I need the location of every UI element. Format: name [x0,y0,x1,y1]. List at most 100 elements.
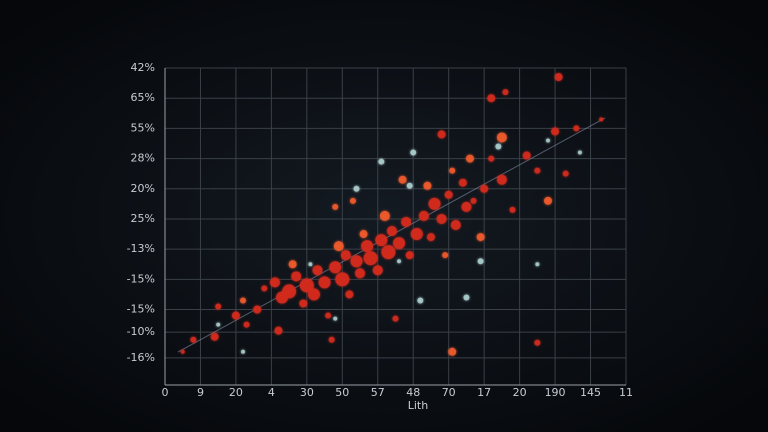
point [509,206,516,213]
point [253,305,262,314]
x-tick-label: 20 [513,386,527,399]
point [215,303,222,310]
x-tick-label: 190 [545,386,566,399]
point [534,339,541,346]
point [274,326,283,335]
grid [164,67,627,385]
y-tick-label: -13% [127,242,155,255]
point [307,288,320,301]
points [180,73,604,356]
point [436,213,447,224]
y-tick-label: -15% [127,303,155,316]
point [551,127,560,136]
x-tick-label: 9 [197,386,204,399]
point [442,252,449,259]
x-tick-label: 11 [619,386,633,399]
point [405,251,414,260]
point [463,294,470,301]
point [401,216,412,227]
point [418,210,429,221]
point [450,219,461,230]
x-tick-label: 17 [477,386,491,399]
point [417,297,424,304]
point [240,297,247,304]
point [480,184,489,193]
x-tick-label: 48 [406,386,420,399]
point [502,89,509,96]
point [496,132,507,143]
point [210,332,219,341]
y-tick-label: -10% [127,325,155,338]
point [398,175,407,184]
point [340,250,351,261]
y-tick-label: 20% [131,182,155,195]
point [312,265,323,276]
y-tick-label: 65% [131,91,155,104]
point [444,190,453,199]
point [350,255,363,268]
point [449,167,456,174]
point [291,271,302,282]
x-tick-label: 0 [162,386,169,399]
point [335,272,350,287]
point [496,174,507,185]
y-tick-label: -16% [127,351,155,364]
point [332,203,339,210]
point [437,130,446,139]
x-tick-label: 4 [268,386,275,399]
point [318,276,331,289]
point [477,258,484,265]
point [487,94,496,103]
point [381,245,396,260]
point [345,290,354,299]
y-tick-label: 42% [131,61,155,74]
point [349,197,356,204]
point [372,265,383,276]
point [461,201,472,212]
point [470,197,477,204]
point [488,155,495,162]
point [216,322,221,327]
point [397,259,402,264]
point [426,233,435,242]
point [243,321,250,328]
point [299,278,314,293]
point [534,167,541,174]
x-tick-label: 145 [580,386,601,399]
point [543,196,552,205]
point [410,228,423,241]
y-tick-label: 55% [131,121,155,134]
point [406,182,413,189]
point [361,240,374,253]
point [190,336,197,343]
y-tick-label: 25% [131,212,155,225]
point [423,181,432,190]
point [261,285,268,292]
y-tick-label: 28% [131,152,155,165]
point [231,311,240,320]
point [476,233,485,242]
point [599,117,604,122]
point [545,138,550,143]
point [333,316,338,321]
point [392,315,399,322]
point [333,241,344,252]
point [428,197,441,210]
point [522,151,531,160]
point [379,210,390,221]
point [359,230,368,239]
point [573,125,580,132]
point [328,336,335,343]
x-tick-label: 20 [229,386,243,399]
point [375,234,388,247]
point [378,158,385,165]
point [393,237,406,250]
point [554,73,563,82]
point [535,262,540,267]
point [282,284,297,299]
point [329,261,342,274]
point [353,185,360,192]
point [448,347,457,356]
point [386,226,397,237]
